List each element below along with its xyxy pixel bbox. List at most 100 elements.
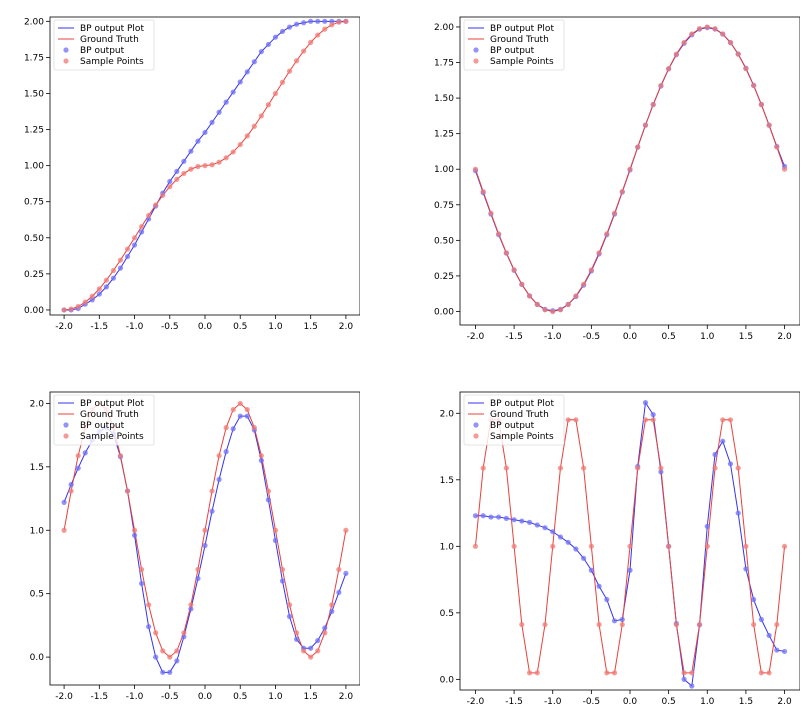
y-tick-label: 1.00 bbox=[24, 162, 44, 172]
sample-point bbox=[666, 543, 672, 549]
sample-point bbox=[265, 102, 272, 108]
legend-box bbox=[463, 19, 565, 71]
bp-output-point bbox=[272, 537, 279, 544]
sample-point bbox=[751, 82, 757, 89]
bp-output-point bbox=[329, 608, 335, 615]
sample-point bbox=[573, 417, 579, 423]
bp-output-point bbox=[146, 216, 152, 222]
sample-point bbox=[89, 293, 95, 299]
x-tick-label: 1.0 bbox=[700, 332, 715, 340]
y-tick-label: 0.0 bbox=[440, 675, 455, 685]
sample-point bbox=[174, 176, 180, 182]
legend-bp-output: BP output bbox=[80, 421, 125, 431]
sample-point bbox=[336, 566, 342, 573]
bp-output-point bbox=[82, 450, 88, 456]
sample-point bbox=[146, 212, 152, 219]
x-tick-label: -2.0 bbox=[55, 692, 73, 702]
y-tick-label: 1.50 bbox=[24, 89, 44, 99]
sample-point bbox=[743, 543, 749, 549]
bp-output-point bbox=[774, 647, 780, 653]
sample-point bbox=[704, 543, 710, 549]
sample-point bbox=[279, 79, 286, 85]
x-tick-label: -0.5 bbox=[161, 692, 179, 702]
sample-point bbox=[565, 301, 571, 308]
sample-point bbox=[565, 417, 571, 423]
sample-point bbox=[619, 621, 625, 628]
sample-point bbox=[68, 306, 74, 312]
sample-point bbox=[272, 90, 279, 97]
bp-output-point bbox=[279, 28, 286, 35]
bp-output-point bbox=[619, 616, 625, 623]
legend-bp-output-plot: BP output Plot bbox=[80, 24, 144, 34]
sample-point bbox=[704, 24, 710, 30]
sample-point bbox=[160, 648, 166, 654]
sample-point bbox=[103, 277, 109, 283]
sample-point bbox=[237, 141, 243, 148]
y-tick-label: 2.00 bbox=[434, 23, 454, 33]
chart-4: -2.0 -1.5 -1.0 -0.5 0.0 0.5 1.0 1.5 2.0 0.0 0.5 1.0… bbox=[440, 391, 800, 707]
legend-ground-truth: Ground Truth bbox=[80, 35, 139, 45]
bp-output-point bbox=[216, 109, 222, 115]
y-tick-label: 0.75 bbox=[434, 201, 454, 211]
sample-point bbox=[202, 163, 208, 169]
sample-point bbox=[673, 51, 679, 57]
sample-point bbox=[61, 527, 67, 533]
sample-point bbox=[611, 670, 618, 676]
bp-output-point bbox=[642, 400, 649, 406]
sample-point bbox=[343, 527, 349, 533]
legend-bp-output-swatch bbox=[473, 47, 479, 53]
bp-output-point bbox=[322, 625, 328, 631]
bp-output-point bbox=[230, 426, 236, 432]
sample-point bbox=[258, 113, 264, 119]
bp-output-point bbox=[727, 461, 734, 467]
bp-output-point bbox=[336, 589, 342, 596]
bp-output-point bbox=[588, 567, 594, 573]
x-tick-label: 1.5 bbox=[739, 697, 753, 707]
x-tick-label: -2.0 bbox=[467, 332, 485, 340]
x-tick-label: -1.5 bbox=[505, 332, 523, 340]
bp-output-point bbox=[209, 508, 215, 514]
sample-point bbox=[138, 566, 145, 573]
y-tick-label: 0.50 bbox=[434, 236, 454, 246]
sample-point bbox=[131, 527, 138, 533]
sample-point bbox=[503, 250, 509, 256]
bp-output-point bbox=[557, 534, 564, 540]
bp-output-point bbox=[244, 413, 250, 419]
legend-bp-output-swatch bbox=[473, 422, 479, 428]
bp-output-point bbox=[237, 79, 243, 85]
bp-output-point bbox=[720, 438, 726, 444]
bp-output-point bbox=[519, 518, 525, 524]
y-tick-label: 0.75 bbox=[24, 198, 44, 208]
legend-box bbox=[53, 394, 155, 446]
bp-output-point bbox=[480, 513, 486, 519]
bp-output-point bbox=[611, 618, 618, 624]
x-tick-label: -0.5 bbox=[583, 332, 601, 340]
x-tick-label: 2.0 bbox=[777, 697, 792, 707]
sample-point bbox=[658, 465, 664, 471]
sample-point bbox=[68, 488, 74, 494]
x-tick-label: -0.5 bbox=[161, 322, 179, 330]
sample-point bbox=[588, 267, 594, 273]
bp-output-point bbox=[251, 59, 257, 65]
bp-output-point bbox=[89, 297, 95, 303]
legend-sample-points-swatch bbox=[473, 58, 479, 64]
x-tick-label: 0.0 bbox=[198, 322, 213, 330]
sample-point bbox=[167, 184, 173, 190]
sample-point bbox=[308, 654, 314, 660]
legend-bp-output: BP output bbox=[490, 421, 535, 431]
x-tick-label: 2.0 bbox=[339, 692, 354, 702]
sample-point bbox=[343, 18, 349, 24]
sample-point bbox=[604, 231, 610, 237]
bp-output-point bbox=[681, 676, 687, 682]
sample-point bbox=[146, 602, 152, 608]
y-tick-label: 2.00 bbox=[24, 17, 44, 27]
sample-point bbox=[781, 543, 788, 549]
sample-point bbox=[117, 257, 124, 263]
sample-point bbox=[573, 293, 579, 299]
bp-output-point bbox=[223, 449, 229, 455]
y-tick-label: 1.25 bbox=[434, 130, 454, 140]
bp-output-point bbox=[230, 89, 236, 95]
bp-output-point bbox=[265, 41, 272, 48]
bp-output-point bbox=[244, 69, 250, 75]
sample-point bbox=[308, 39, 314, 45]
